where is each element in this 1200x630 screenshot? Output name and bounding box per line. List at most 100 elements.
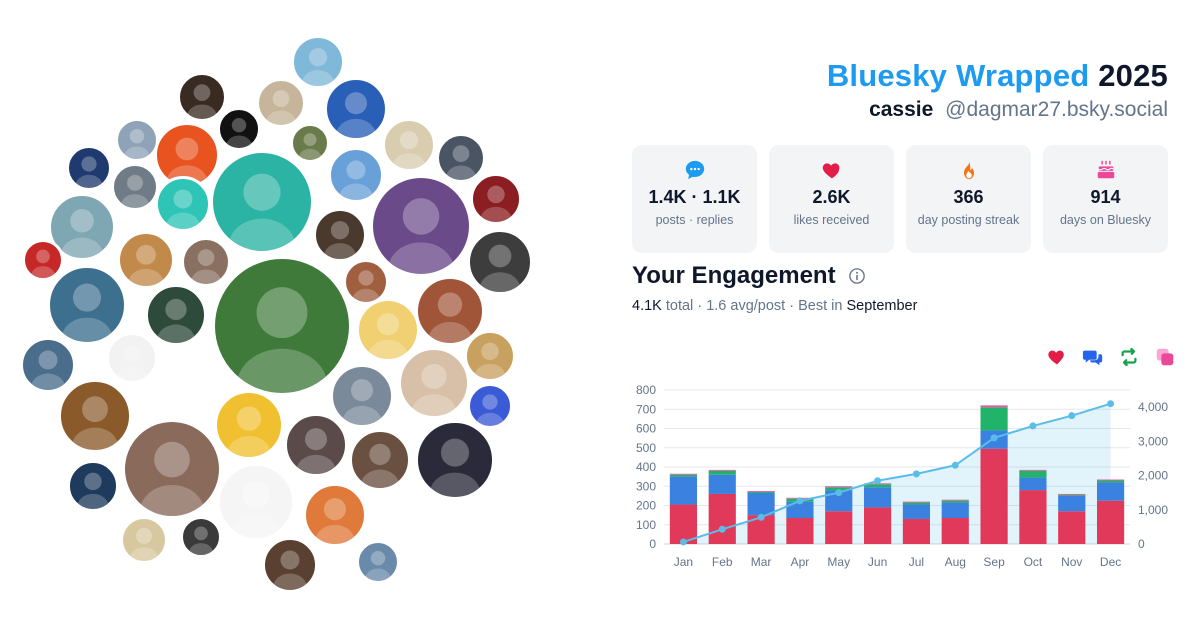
curly-woman-avatar[interactable] [415,276,485,346]
chart-axes: 0 100 200 300 400 500 600 700 800 0 1,000 2,000 3,00… [636,383,1168,569]
long-hair-woman-avatar[interactable] [349,429,411,491]
x-tick-label: Sep [983,555,1005,569]
nyt-logo-avatar[interactable] [217,107,261,151]
cartoon-cap-man-avatar[interactable] [214,390,284,460]
bar-likes [941,518,969,544]
quotes-legend-quote-icon[interactable] [1154,346,1176,368]
stats-row: 1.4K · 1.1K posts · replies 2.6K likes r… [632,145,1168,253]
enemy-of-the-people-avatar[interactable] [22,239,64,281]
avatar-cluster [20,35,533,593]
bar-quotes [825,486,853,488]
curly-child-avatar[interactable] [343,259,389,305]
shy-guy-avatar[interactable] [155,176,211,232]
bald-man-avatar[interactable] [180,516,222,558]
glasses-older-man-avatar[interactable] [284,413,348,477]
cassie-main-avatar[interactable] [212,256,352,396]
bar-quotes [1019,469,1047,471]
crowd-photo-avatar[interactable] [290,123,330,163]
avatar-silhouette-icon [228,173,296,251]
cumulative-line [679,400,1115,546]
maple-leaf-avatar[interactable] [67,460,119,512]
bar-quotes [941,499,969,501]
bar-reposts [1096,480,1125,483]
engagement-total-label: total [665,298,694,314]
baby-headphones-avatar[interactable] [398,347,470,419]
glasses-beard-avatar[interactable] [370,175,472,277]
woman-portrait-avatar[interactable] [181,237,231,287]
scoreboard-avatar[interactable] [415,420,495,500]
kronk-cartoon-avatar[interactable] [210,150,314,254]
pixel-art-avatar[interactable] [155,348,219,412]
seated-man-avatar[interactable] [467,229,533,295]
user-line: cassie @dagmar27.bsky.social [827,98,1168,122]
book-cover-avatar[interactable] [217,463,295,541]
man-with-dog-avatar[interactable] [117,231,175,289]
building-photo-avatar[interactable] [330,364,394,428]
engagement-chart: 0 100 200 300 400 500 600 700 800 0 1,000 2,000 3,00… [636,383,1168,569]
hockey-broad-avatar[interactable] [66,145,112,191]
y2-tick-label: 2,000 [1138,469,1168,483]
heron-photo-avatar[interactable] [291,35,345,89]
cumulative-point [796,497,804,505]
user-handle[interactable]: @dagmar27.bsky.social [945,98,1168,121]
stat-value: 366 [953,187,984,207]
bar-reposts [902,502,931,505]
bar-replies [747,492,775,516]
bar-likes [708,493,736,544]
avatar-silhouette-icon [368,313,408,359]
chart-grid [664,389,1130,545]
balding-man-avatar[interactable] [111,163,159,211]
cross-shield-avatar[interactable] [356,298,420,362]
sketch-logo-avatar[interactable] [378,488,432,542]
avatar-silhouette-icon [342,379,382,425]
dark-hair-man-avatar[interactable] [313,208,367,262]
bearded-man-avatar[interactable] [177,72,227,122]
mug-cartoon-avatar[interactable] [382,118,436,172]
bar-likes [786,518,814,544]
redhead-woman-avatar[interactable] [58,379,132,453]
avatar-silhouette-icon [231,481,281,538]
bar-replies [825,490,853,512]
avatar-silhouette-icon [166,189,200,229]
suited-man-avatar[interactable] [256,78,306,128]
bar-reposts [941,500,969,503]
stat-value: 2.6K [812,187,851,207]
avatar-silhouette-icon [446,145,476,180]
avatar-silhouette-icon [476,394,504,426]
lake-hat-man-avatar[interactable] [47,265,127,345]
npr-logo-avatar[interactable] [106,332,158,384]
bar-likes [669,504,698,544]
bar-replies [786,501,814,519]
drinks-man-avatar[interactable] [464,330,516,382]
likes-legend-heart-icon[interactable] [1046,346,1068,368]
reposts-legend-repost-icon[interactable] [1118,346,1140,368]
glasses-man-avatar[interactable] [115,118,159,162]
blue-hair-man-avatar[interactable] [328,147,384,203]
bar-reposts [863,484,892,488]
avatar-silhouette-icon [315,498,355,544]
cumulative-point [990,434,998,442]
stat-label: posts · replies [655,213,734,227]
bar-quotes [669,473,698,475]
bar-likes [1096,500,1125,544]
older-man-avatar[interactable] [20,337,76,393]
outdoor-man-avatar[interactable] [356,540,400,584]
tall-man-brick-avatar[interactable] [122,419,222,519]
red-venue-avatar[interactable] [470,173,522,225]
young-man-avatar[interactable] [262,537,318,593]
avatar-silhouette-icon [266,90,296,125]
avatar-silhouette-icon [226,117,252,148]
separator-dot: · [789,298,795,314]
green-cap-man-avatar[interactable] [145,284,207,346]
y-tick-label: 0 [649,537,656,551]
ap-logo-avatar[interactable] [429,501,477,549]
angry-cartoon-avatar[interactable] [303,483,367,547]
x-tick-label: Aug [945,555,966,569]
replies-legend-bubble-icon[interactable] [1082,346,1104,368]
avatar-silhouette-icon [77,472,109,509]
smiling-man-avatar[interactable] [436,133,486,183]
blue-mascot-avatar[interactable] [324,77,388,141]
golden-puppy-avatar[interactable] [120,516,168,564]
info-icon[interactable] [848,267,866,285]
afp-logo-avatar[interactable] [467,383,513,429]
